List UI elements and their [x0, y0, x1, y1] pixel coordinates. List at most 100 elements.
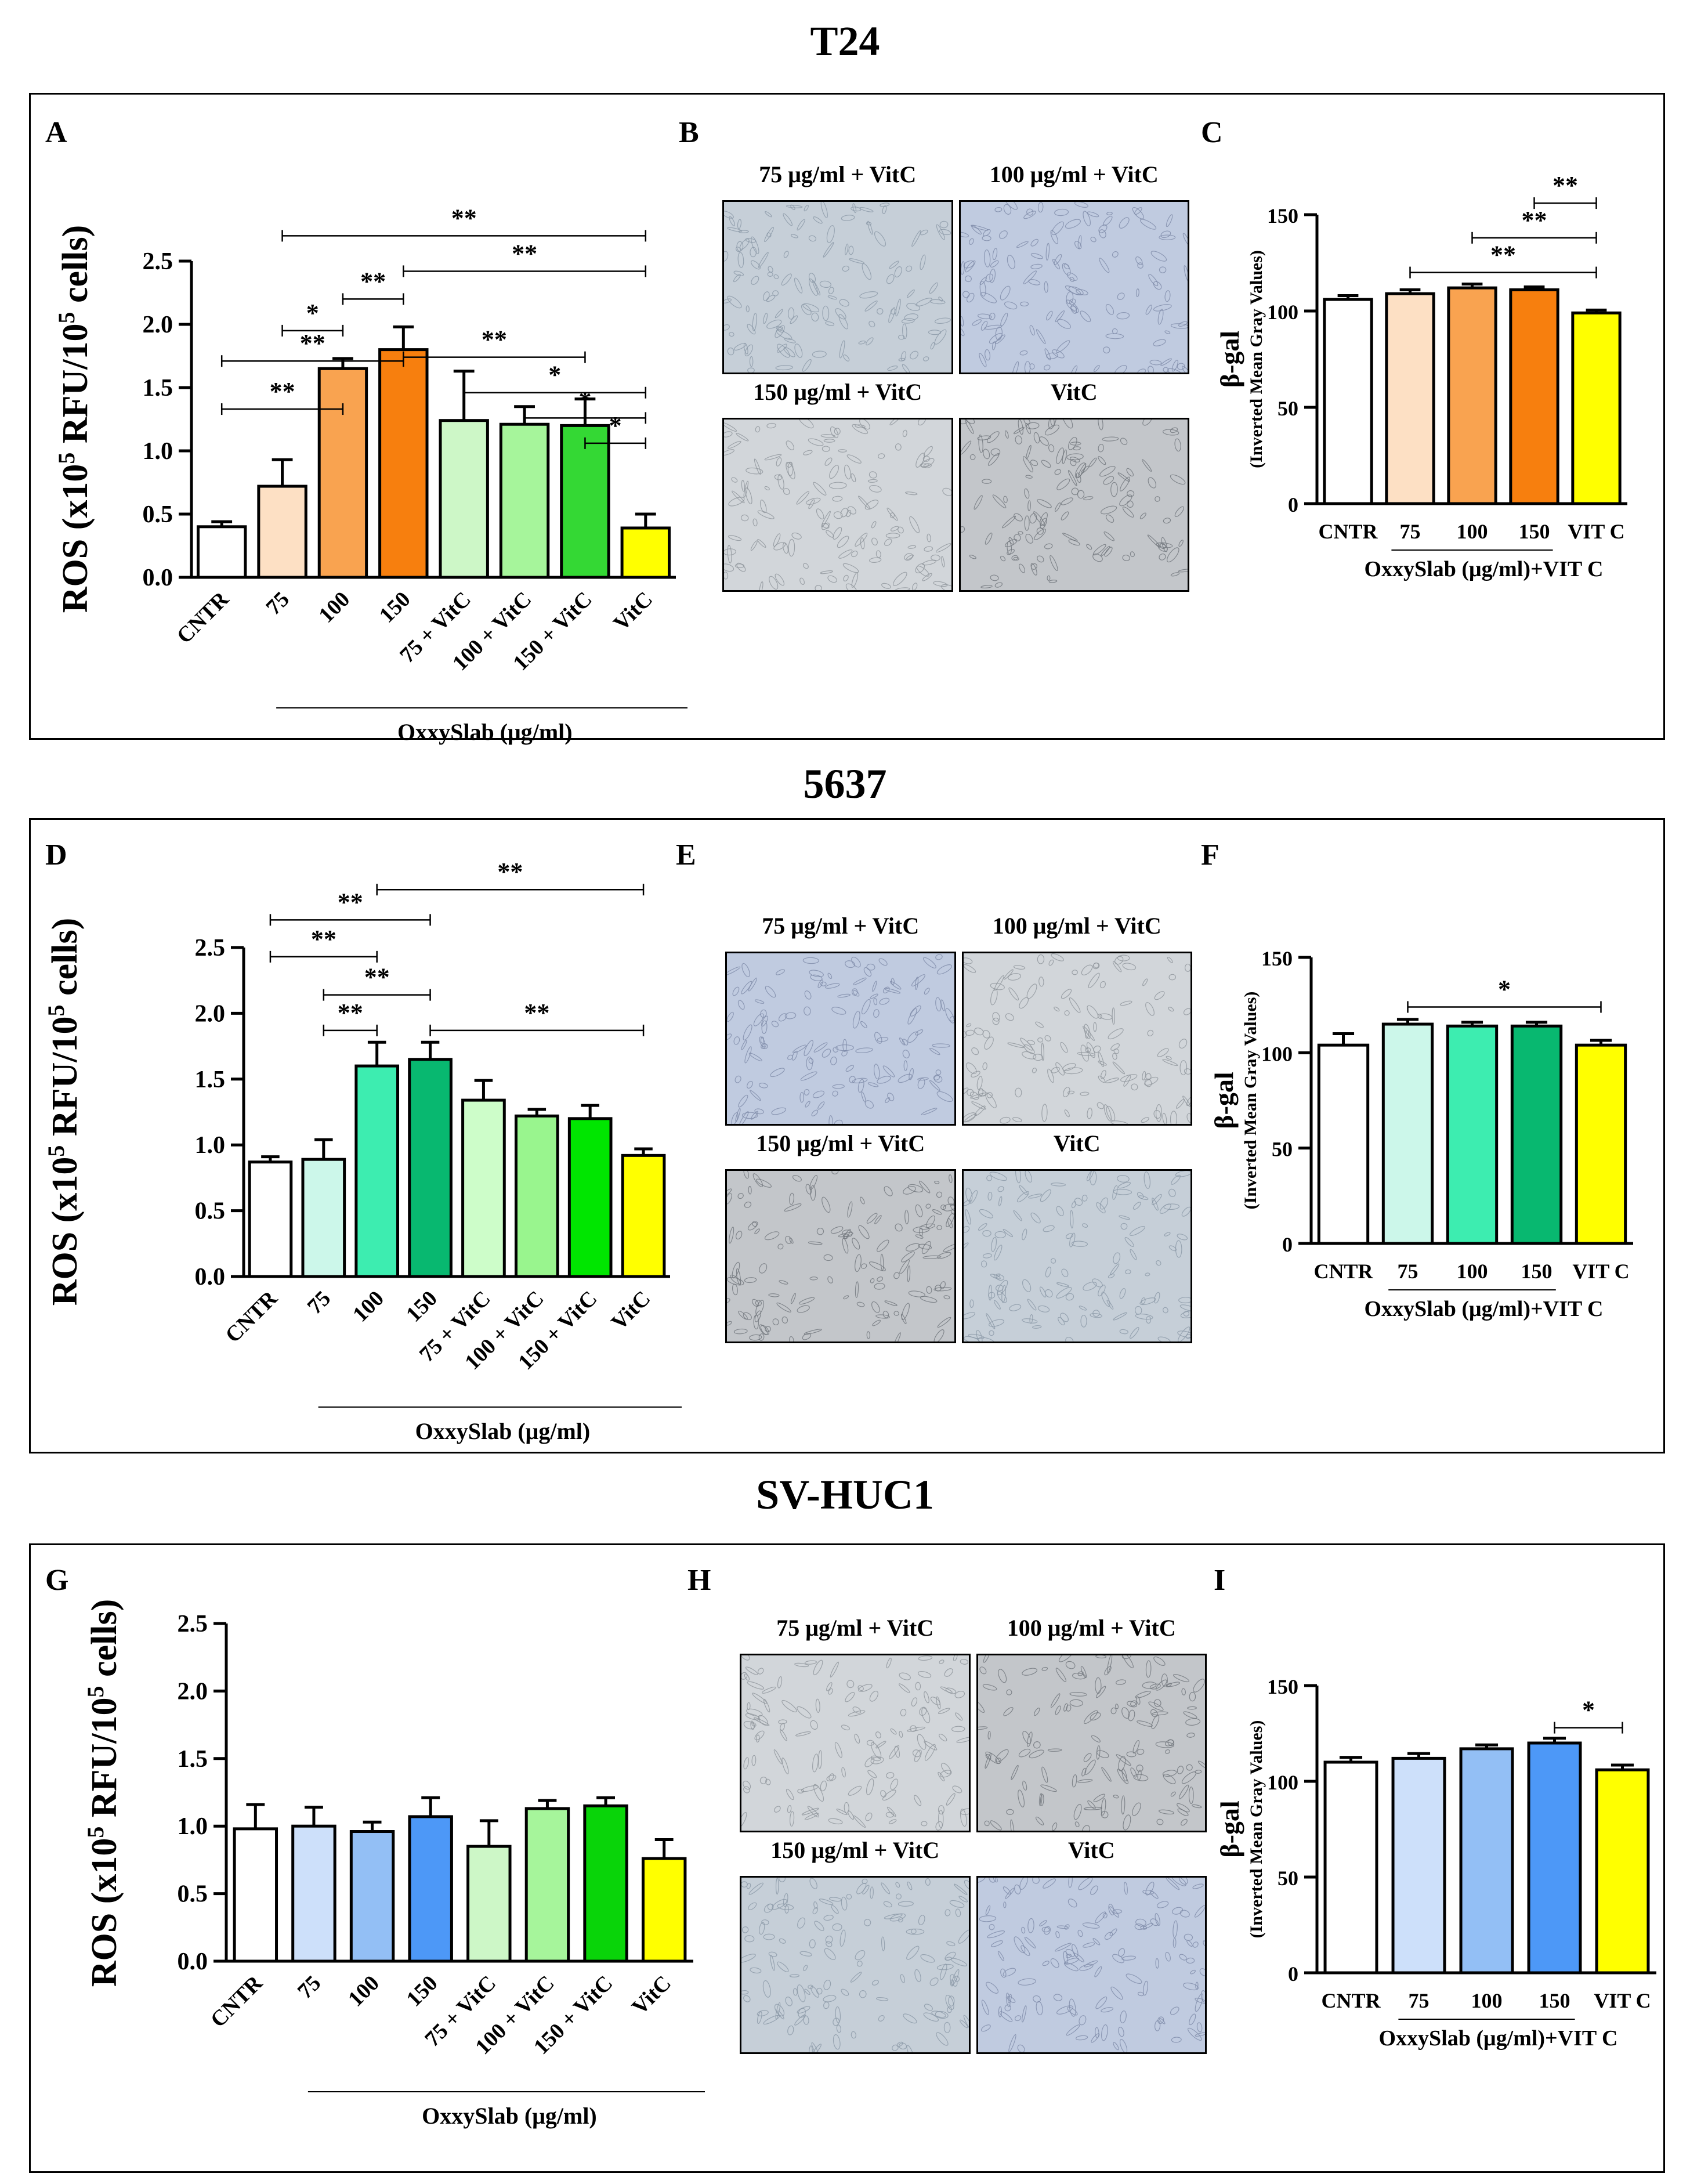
y-tick-label: 100 — [1267, 301, 1298, 324]
chart-F: 0 50 100 150 CNTR 75 100 150 VIT C OxxySlab (μg/m… — [1209, 947, 1633, 1321]
x-group-label: OxxySlab (μg/ml)+VIT C — [1379, 2026, 1618, 2051]
x-tick-label: 100 — [343, 1971, 384, 2012]
micrograph-image — [725, 952, 956, 1126]
y-tick-label: 2.5 — [178, 1611, 208, 1637]
panel-letter-H: H — [687, 1564, 711, 1597]
cell-texture — [727, 954, 954, 1124]
bar — [248, 1160, 293, 1278]
panel-letter-E: E — [676, 838, 696, 872]
micrograph-image — [976, 1654, 1207, 1832]
significance-label: ** — [270, 377, 295, 406]
bar — [439, 419, 489, 579]
micrograph-label: 150 μg/ml + VitC — [770, 1836, 940, 1863]
micrograph-label: 100 μg/ml + VitC — [992, 913, 1161, 939]
x-tick-label: 75 — [293, 1971, 326, 2004]
bar — [461, 1098, 506, 1278]
y-tick-label: 1.0 — [143, 438, 173, 465]
chart-I: 0 50 100 150 CNTR 75 100 150 VIT C OxxySlab (μg/m… — [1215, 1675, 1656, 2051]
y-axis-label-part: cells) — [45, 918, 85, 1005]
y-tick-label: 2.5 — [143, 248, 173, 275]
cell-texture — [724, 420, 951, 590]
y-axis-label-part: cells) — [85, 1599, 124, 1686]
bar — [567, 1117, 613, 1278]
y-tick-label: 1.5 — [195, 1066, 226, 1093]
bar — [354, 1064, 400, 1278]
row-title-t24: T24 — [810, 18, 880, 64]
micrograph-label: 150 μg/ml + VitC — [753, 379, 922, 405]
y-axis-label: ROS (x105 RFU/105 cells) — [43, 918, 85, 1306]
y-axis-label: β-gal — [1215, 331, 1244, 388]
cell-texture — [724, 202, 951, 373]
row-title-5637: 5637 — [803, 761, 887, 807]
x-tick-label: CNTR — [172, 587, 234, 648]
cell-texture — [727, 1171, 954, 1342]
bar — [349, 1830, 395, 1963]
x-tick-label: 100 — [348, 1286, 389, 1327]
x-tick-label: 75 — [1400, 520, 1421, 543]
cell-texture — [960, 202, 1188, 373]
y-axis-label-part: ROS (x10 — [85, 1838, 124, 1987]
y-axis-label-superscript: 5 — [43, 1004, 69, 1016]
x-tick-label: VitC — [627, 1971, 676, 2020]
micrograph-image — [722, 200, 953, 374]
y-tick-label: 0.0 — [178, 1948, 208, 1975]
y-tick-label: 2.0 — [143, 312, 173, 338]
x-group-label: OxxySlab (μg/ml) — [415, 1418, 591, 1444]
micrograph-label: 100 μg/ml + VitC — [989, 161, 1159, 187]
x-tick-label: 100 — [314, 587, 354, 628]
panel-letter-B: B — [679, 116, 699, 149]
bar — [1385, 292, 1435, 505]
bar — [1595, 1768, 1650, 1975]
significance-label: * — [306, 299, 319, 327]
micrograph-image — [722, 418, 953, 592]
x-tick-label: 75 — [303, 1286, 336, 1319]
y-tick-label: 2.5 — [195, 935, 226, 961]
y-tick-label: 150 — [1267, 1675, 1298, 1698]
bar — [1323, 298, 1373, 505]
bar — [1447, 286, 1497, 505]
y-tick-label: 50 — [1278, 397, 1298, 420]
micrograph-image — [961, 1169, 1192, 1343]
x-tick-label: 150 — [375, 587, 415, 628]
y-tick-label: 0.0 — [143, 565, 173, 591]
cell-texture — [741, 1877, 969, 2052]
y-axis-label-superscript: 5 — [82, 1686, 108, 1697]
panel-box-row1 — [29, 93, 1665, 740]
micrograph-label: 150 μg/ml + VitC — [756, 1130, 925, 1156]
y-tick-label: 2.0 — [195, 1000, 226, 1027]
significance-label: ** — [512, 239, 537, 267]
significance-label: * — [578, 386, 591, 414]
bar — [1381, 1022, 1434, 1245]
y-tick-label: 150 — [1261, 947, 1293, 970]
significance-label: ** — [338, 888, 363, 916]
y-tick-label: 1.0 — [195, 1132, 226, 1159]
micrograph-label: 75 μg/ml + VitC — [759, 161, 917, 187]
bar — [291, 1824, 336, 1963]
y-tick-label: 1.0 — [178, 1813, 208, 1840]
cell-texture — [741, 1655, 969, 1831]
bar — [1323, 1760, 1378, 1975]
micrograph-label: VitC — [1067, 1836, 1115, 1863]
y-tick-label: 1.5 — [178, 1746, 208, 1773]
y-tick-label: 100 — [1267, 1771, 1298, 1794]
y-axis-label-superscript: 5 — [53, 453, 79, 464]
y-axis-label-secondary: (Inverted Mean Gray Values) — [1247, 1720, 1266, 1939]
bar — [641, 1857, 687, 1963]
y-tick-label: 0 — [1288, 493, 1298, 516]
bar — [1317, 1043, 1370, 1245]
cell-texture — [960, 420, 1188, 588]
panel-letter-A: A — [45, 116, 67, 149]
cell-texture — [963, 1171, 1190, 1342]
panel-box-row2 — [29, 818, 1665, 1453]
significance-label: * — [609, 411, 622, 440]
micrograph-image — [958, 200, 1189, 374]
bar — [378, 348, 429, 579]
y-axis-label: β-gal — [1215, 1800, 1244, 1857]
x-tick-label: CNTR — [1318, 520, 1378, 543]
x-tick-label: VIT C — [1568, 520, 1624, 543]
significance-label: * — [548, 361, 561, 389]
